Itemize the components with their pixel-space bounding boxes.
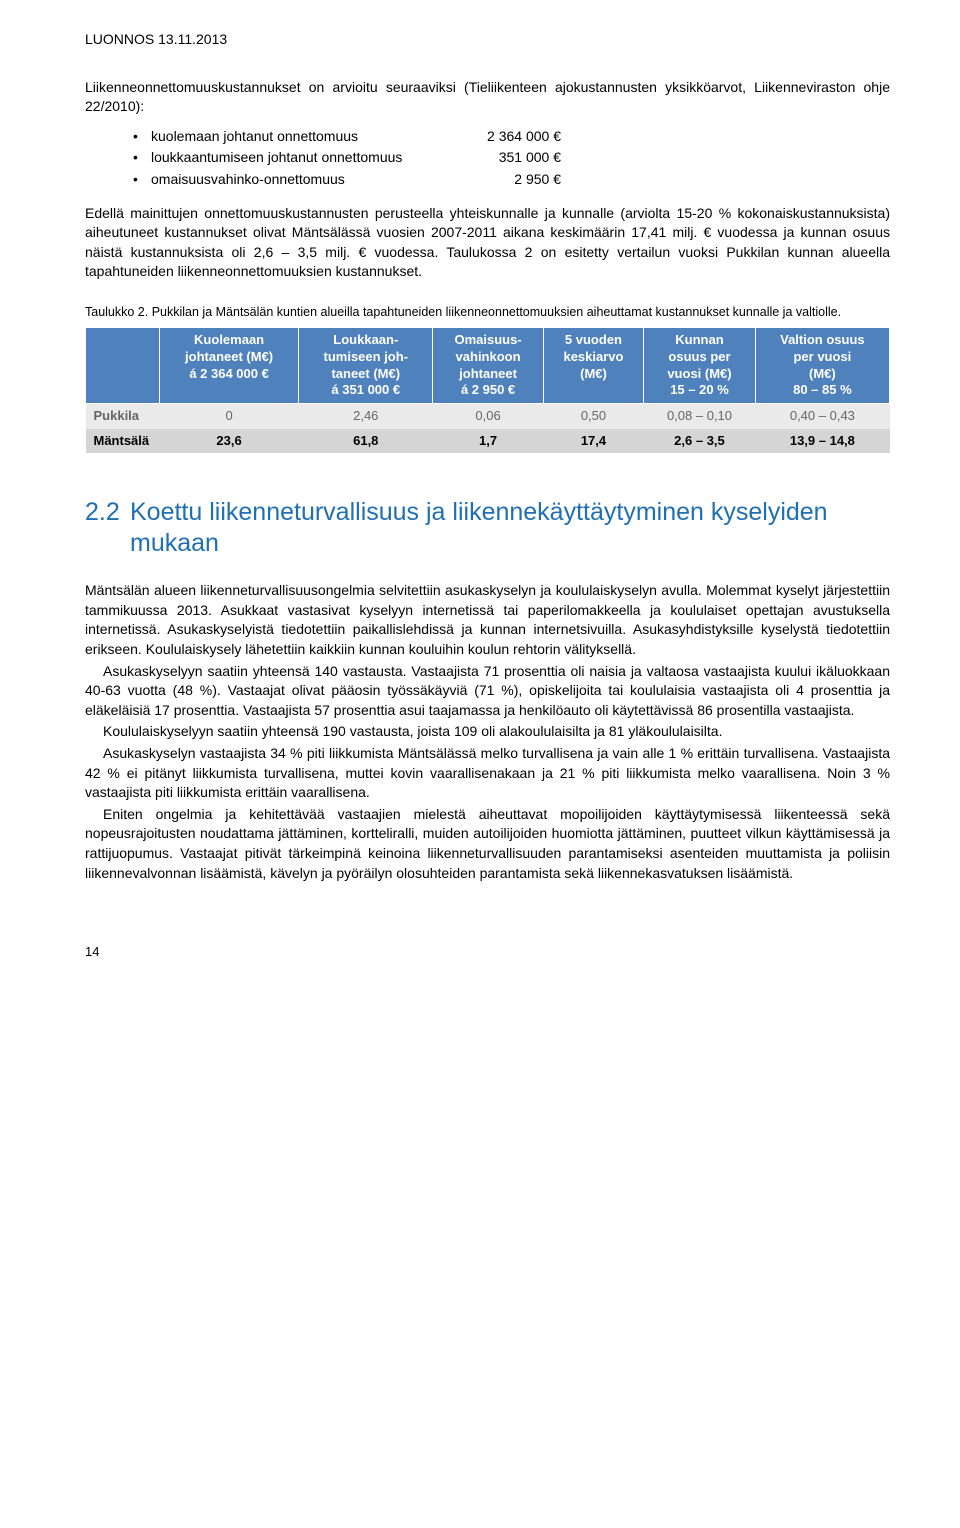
table-cell: 61,8	[299, 429, 433, 453]
table-cell: 0	[160, 404, 299, 429]
bullet-icon: •	[133, 170, 151, 190]
table-header: Kuolemaanjohtaneet (M€)á 2 364 000 €	[160, 327, 299, 404]
table-cell: 0,06	[433, 404, 543, 429]
bullet-value: 2 950 €	[471, 170, 561, 190]
bullet-value: 2 364 000 €	[471, 127, 561, 147]
intro-paragraph: Liikenneonnettomuuskustannukset on arvio…	[85, 78, 890, 117]
table-cell: 23,6	[160, 429, 299, 453]
body-paragraph: Eniten ongelmia ja kehitettävää vastaaji…	[85, 805, 890, 883]
cost-bullet-list: • kuolemaan johtanut onnettomuus 2 364 0…	[133, 127, 890, 190]
table-header: 5 vuodenkeskiarvo(M€)	[543, 327, 643, 404]
table-header-row: Kuolemaanjohtaneet (M€)á 2 364 000 € Lou…	[86, 327, 890, 404]
body-paragraph: Asukaskyselyyn saatiin yhteensä 140 vast…	[85, 662, 890, 721]
body-paragraph: Koululaiskyselyyn saatiin yhteensä 190 v…	[85, 722, 890, 742]
table-cell: 2,6 – 3,5	[644, 429, 756, 453]
draft-header: LUONNOS 13.11.2013	[85, 30, 890, 50]
table-cell: 13,9 – 14,8	[755, 429, 889, 453]
table-cell: 2,46	[299, 404, 433, 429]
bullet-value: 351 000 €	[471, 148, 561, 168]
row-label: Mäntsälä	[86, 429, 160, 453]
table-cell: 0,40 – 0,43	[755, 404, 889, 429]
bullet-item: • kuolemaan johtanut onnettomuus 2 364 0…	[133, 127, 890, 147]
bullet-item: • omaisuusvahinko-onnettomuus 2 950 €	[133, 170, 890, 190]
bullet-icon: •	[133, 148, 151, 168]
table-header: Omaisuus-vahinkoonjohtaneetá 2 950 €	[433, 327, 543, 404]
table-caption: Taulukko 2. Pukkilan ja Mäntsälän kuntie…	[85, 304, 890, 321]
bullet-item: • loukkaantumiseen johtanut onnettomuus …	[133, 148, 890, 168]
table-header: Loukkaan-tumiseen joh-taneet (M€)á 351 0…	[299, 327, 433, 404]
section-title: Koettu liikenneturvallisuus ja liikennek…	[130, 497, 890, 560]
row-label: Pukkila	[86, 404, 160, 429]
table-cell: 0,50	[543, 404, 643, 429]
section-number: 2.2	[85, 497, 130, 560]
page-number: 14	[85, 943, 890, 961]
body-paragraph: Asukaskyselyn vastaajista 34 % piti liik…	[85, 744, 890, 803]
table-cell: 1,7	[433, 429, 543, 453]
body-paragraph: Mäntsälän alueen liikenneturvallisuusong…	[85, 581, 890, 659]
cost-table: Kuolemaanjohtaneet (M€)á 2 364 000 € Lou…	[85, 327, 890, 453]
table-header-blank	[86, 327, 160, 404]
table-row: Mäntsälä 23,6 61,8 1,7 17,4 2,6 – 3,5 13…	[86, 429, 890, 453]
bullet-label: loukkaantumiseen johtanut onnettomuus	[151, 148, 471, 168]
table-header: Kunnanosuus pervuosi (M€)15 – 20 %	[644, 327, 756, 404]
table-row: Pukkila 0 2,46 0,06 0,50 0,08 – 0,10 0,4…	[86, 404, 890, 429]
table-cell: 17,4	[543, 429, 643, 453]
bullet-label: kuolemaan johtanut onnettomuus	[151, 127, 471, 147]
table-cell: 0,08 – 0,10	[644, 404, 756, 429]
section-heading: 2.2 Koettu liikenneturvallisuus ja liike…	[85, 497, 890, 560]
bullet-label: omaisuusvahinko-onnettomuus	[151, 170, 471, 190]
body-paragraph-1: Edellä mainittujen onnettomuuskustannust…	[85, 204, 890, 282]
table-header: Valtion osuusper vuosi(M€)80 – 85 %	[755, 327, 889, 404]
bullet-icon: •	[133, 127, 151, 147]
